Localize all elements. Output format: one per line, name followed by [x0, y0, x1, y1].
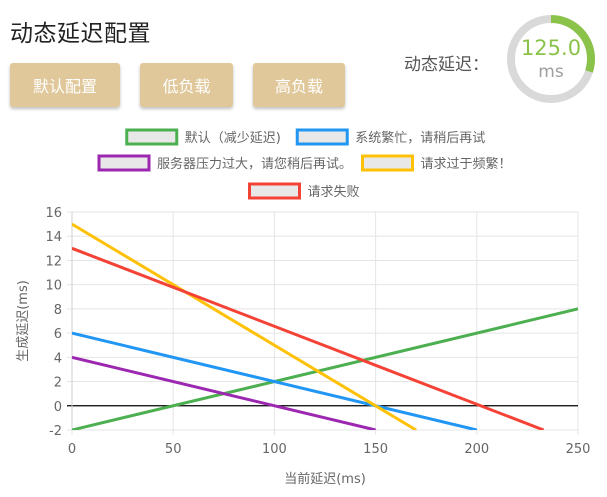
legend-label: 服务器压力过大，请您稍后再试。 — [157, 156, 352, 172]
legend-swatch — [361, 154, 414, 172]
series-line — [72, 246, 545, 430]
gauge-value: 125.0 — [520, 36, 582, 60]
legend-swatch — [125, 128, 179, 146]
y-axis-title: 生成延迟(ms) — [16, 280, 31, 362]
y-tick-label: 8 — [54, 303, 62, 318]
legend-swatch — [248, 182, 301, 200]
page-title: 动态延迟配置 — [10, 21, 151, 47]
delay-chart: 默认（减少延迟) 系统繁忙，请稍后再试 服务器压力过大，请您稍后再试。 请求过于频繁！… — [0, 120, 607, 497]
x-tick-label: 150 — [363, 442, 388, 457]
legend-label: 请求失败 — [308, 185, 360, 200]
low-load-button[interactable]: 低负载 — [140, 63, 233, 107]
legend-swatch — [97, 154, 151, 172]
y-tick-label: 6 — [54, 327, 62, 342]
legend-label: 系统繁忙，请稍后再试 — [355, 130, 485, 146]
series-group — [72, 222, 578, 430]
x-tick-label: 200 — [464, 442, 489, 457]
y-tick-label: 0 — [54, 400, 62, 415]
x-axis-title: 当前延迟(ms) — [284, 471, 366, 487]
high-load-button[interactable]: 高负载 — [253, 63, 345, 107]
default-config-button[interactable]: 默认配置 — [10, 63, 120, 107]
series-line — [72, 222, 417, 430]
y-tick-label: 12 — [45, 254, 62, 269]
dynamic-delay-label: 动态延迟： — [404, 55, 489, 75]
x-tick-label: 100 — [262, 442, 287, 457]
y-tick-label: -2 — [49, 424, 62, 439]
series-line — [72, 331, 478, 430]
x-tick-label: 0 — [68, 442, 76, 457]
y-tick-label: 2 — [54, 376, 62, 391]
delay-gauge: 125.0 ms — [504, 12, 598, 106]
gauge-fill — [507, 15, 595, 103]
legend-label: 默认（减少延迟) — [185, 130, 281, 146]
y-tick-label: 4 — [54, 351, 62, 366]
x-tick-label: 50 — [165, 442, 182, 457]
series-line — [72, 307, 578, 430]
legend-swatch — [295, 128, 349, 146]
x-tick-label: 250 — [566, 442, 591, 457]
y-tick-label: 14 — [45, 230, 62, 245]
series-line — [72, 355, 376, 430]
y-tick-label: 10 — [45, 279, 62, 294]
y-tick-label: 16 — [45, 206, 62, 221]
legend-label: 请求过于频繁！ — [421, 156, 512, 172]
gauge-unit: ms — [538, 62, 564, 82]
delay-gauge-ring — [507, 15, 595, 103]
